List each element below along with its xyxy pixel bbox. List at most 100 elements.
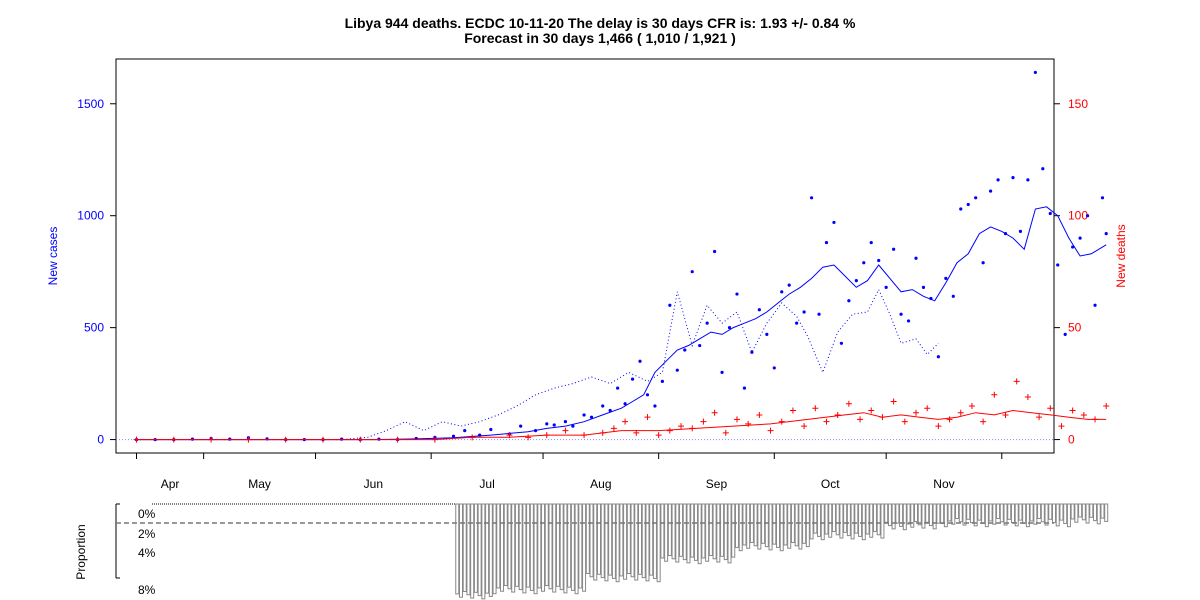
proportion-bar [1018, 503, 1023, 521]
data-plus [935, 423, 942, 430]
proportion-bar [705, 503, 710, 562]
data-plus [1069, 407, 1076, 414]
data-point [966, 202, 970, 207]
data-point [552, 423, 556, 427]
data-point [1033, 70, 1037, 75]
data-point [616, 386, 620, 390]
y-left-tick-label: 0 [97, 433, 104, 447]
proportion-bar [861, 503, 866, 541]
proportion-bar [872, 503, 877, 532]
y-right-tick-label: 100 [1068, 209, 1088, 223]
proportion-bar [638, 503, 643, 575]
proportion-bar [466, 503, 471, 596]
proportion-bar [656, 503, 661, 583]
y-left-tick-label: 1500 [77, 97, 104, 111]
data-point [713, 249, 717, 254]
data-point [623, 402, 627, 406]
data-plus [562, 427, 569, 434]
y-right-tick-label: 150 [1068, 97, 1088, 111]
proportion-bar [764, 503, 769, 548]
proportion-bar [947, 503, 952, 522]
proportion-bar [984, 503, 989, 528]
proportion-bar [522, 503, 527, 594]
proportion-bar [839, 503, 844, 539]
proportion-bar [664, 503, 669, 562]
data-point [668, 303, 672, 307]
data-point [757, 308, 761, 312]
x-month-label: Oct [821, 477, 840, 491]
proportion-bar [697, 503, 702, 565]
proportion-bar [708, 503, 713, 556]
proportion-bar [880, 503, 885, 539]
data-plus [845, 400, 852, 407]
chart-title: Libya 944 deaths. ECDC 10-11-20 The dela… [344, 15, 856, 31]
proportion-bar [895, 503, 900, 524]
proportion-bar [511, 503, 516, 593]
y-right-tick-label: 50 [1068, 321, 1082, 335]
proportion-bar [776, 503, 781, 548]
proportion-bar [955, 503, 960, 519]
proportion-bar [846, 503, 851, 537]
proportion-bar [645, 503, 650, 582]
data-point [1100, 196, 1105, 200]
data-plus [1036, 414, 1043, 421]
data-point [951, 294, 955, 298]
proportion-bar [716, 503, 721, 563]
data-point [489, 427, 493, 432]
proportion-bar [858, 503, 863, 537]
proportion-bar [615, 503, 620, 583]
proportion-bar [969, 503, 974, 524]
data-plus [666, 427, 673, 434]
data-point [809, 196, 814, 200]
proportion-bar [809, 503, 814, 540]
data-point [545, 422, 549, 426]
proportion-bar [1063, 503, 1068, 524]
x-month-label: Sep [706, 477, 728, 491]
proportion-bar [1007, 503, 1012, 520]
data-plus [957, 409, 964, 416]
proportion-bar [921, 503, 926, 529]
data-point [869, 240, 873, 245]
proportion-bar [488, 503, 493, 597]
data-plus [901, 418, 908, 425]
proportion-bar [514, 503, 519, 587]
proportion-bar [973, 503, 978, 527]
data-point [683, 348, 687, 352]
proportion-bar [977, 503, 982, 521]
data-plus [745, 420, 752, 427]
series-dotted-line [136, 288, 939, 441]
proportion-bar [1044, 503, 1049, 526]
proportion-bar [928, 503, 933, 527]
proportion-bar [690, 503, 695, 558]
proportion-bar [757, 503, 762, 550]
data-point [645, 393, 650, 397]
data-point [720, 370, 724, 375]
proportion-bar [1010, 503, 1015, 524]
proportion-bar [589, 503, 594, 578]
proportion-bar [854, 503, 859, 534]
proportion-bar [1104, 503, 1109, 522]
proportion-axis-title: Proportion [74, 524, 88, 579]
proportion-bar [1100, 503, 1105, 519]
proportion-bar [843, 503, 848, 533]
data-point [690, 270, 694, 274]
data-point [988, 189, 993, 193]
y-right-tick-label: 0 [1068, 433, 1075, 447]
data-point [1018, 229, 1023, 233]
data-plus [678, 423, 685, 430]
proportion-bar [962, 503, 967, 526]
data-point [1104, 232, 1108, 236]
proportion-bar [604, 503, 609, 582]
data-plus [722, 429, 729, 436]
proportion-bar [996, 503, 1001, 519]
proportion-bar [585, 503, 590, 574]
proportion-bar [817, 503, 822, 537]
plot-frame [115, 58, 1055, 454]
proportion-bar [1052, 503, 1056, 524]
proportion-bar [563, 503, 568, 594]
data-point [675, 368, 679, 372]
data-plus [525, 434, 532, 441]
chart-subtitle: Forecast in 30 days 1,466 ( 1,010 / 1,92… [464, 30, 736, 46]
data-point [921, 285, 926, 289]
x-month-label: Jul [479, 477, 494, 491]
